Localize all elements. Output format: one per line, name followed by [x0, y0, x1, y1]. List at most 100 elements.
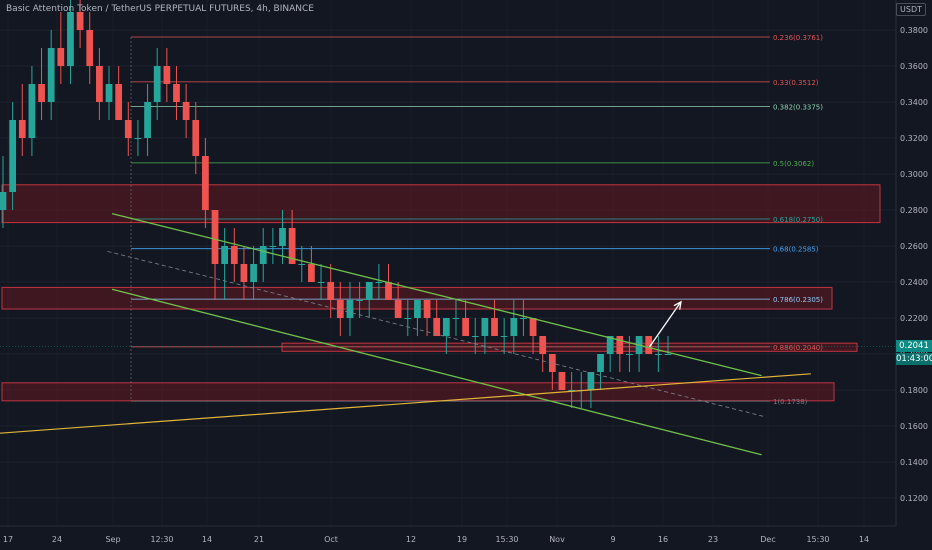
- time-tick-label: Sep: [105, 535, 120, 544]
- candle-body: [9, 120, 17, 192]
- time-tick-label: 23: [708, 535, 718, 544]
- time-axis[interactable]: 17 24 Sep 12:30 14 21 Oct 12 19 15:30 Nov 9 16 23 Dec 1…: [3, 535, 869, 544]
- candle-body: [433, 318, 441, 336]
- time-tick-label: 14: [202, 535, 212, 544]
- candle-body: [414, 300, 421, 318]
- fib-label: 0.236(0.3761): [773, 34, 823, 42]
- candle-body: [134, 138, 142, 139]
- fib-label: 0.786(0.2305): [773, 296, 823, 304]
- candle-body: [442, 318, 450, 336]
- candle-body: [654, 354, 662, 355]
- price-axis-panel: [896, 0, 932, 526]
- fib-label: 0.382(0.3375): [773, 104, 823, 112]
- candle-body: [356, 300, 363, 301]
- fib-label: 0.886(0.2040): [773, 344, 823, 352]
- time-tick-label: 17: [3, 535, 13, 544]
- candle-body: [664, 354, 672, 355]
- fib-label: 0.5(0.3062): [773, 160, 814, 168]
- candle-body: [597, 354, 604, 372]
- candle-body: [645, 336, 653, 354]
- price-tick-label: 0.2400: [900, 278, 928, 287]
- time-tick-label: 24: [52, 535, 62, 544]
- candle-body: [336, 300, 344, 318]
- candle-body: [452, 318, 460, 319]
- symbol-title: Basic Attention Token / TetherUS PERPETU…: [6, 4, 314, 14]
- candle-body: [221, 246, 229, 264]
- candle-body: [144, 102, 151, 138]
- candle-body: [423, 300, 431, 318]
- candle-body: [18, 120, 26, 138]
- time-tick-label: 19: [457, 535, 467, 544]
- price-tick-label: 0.3200: [900, 134, 928, 143]
- candle-body: [124, 120, 132, 138]
- channel-upper-line: [111, 212, 762, 377]
- candle-body: [288, 228, 296, 264]
- channel-lower-line: [111, 288, 762, 456]
- candle-body: [182, 102, 190, 120]
- candle-body: [471, 336, 479, 337]
- candle-body: [259, 246, 267, 264]
- candle-body: [626, 354, 633, 355]
- candle-body: [510, 318, 518, 336]
- price-tick-label: 0.1200: [900, 494, 928, 503]
- time-axis-panel: [0, 526, 932, 550]
- price-tick-label: 0.1600: [900, 422, 928, 431]
- resistance-zone: [281, 342, 858, 352]
- candle-body: [327, 282, 335, 300]
- channel-mid-line: [107, 250, 767, 418]
- candle-body: [520, 318, 527, 319]
- candle-body: [57, 48, 65, 66]
- candle-body: [587, 372, 595, 390]
- fib-label: 0.33(0.3512): [773, 79, 819, 87]
- candle-body: [558, 372, 566, 390]
- current-price-tag: 0.2041: [896, 340, 932, 352]
- candle-body: [568, 390, 575, 391]
- candle-body: [67, 12, 74, 66]
- time-tick-label: 15:30: [806, 535, 829, 544]
- candle-body: [202, 156, 209, 210]
- fib-label: 0.68(0.2585): [773, 246, 819, 254]
- candle-body: [462, 318, 469, 336]
- time-tick-label: 9: [610, 535, 615, 544]
- candle-body: [317, 282, 325, 283]
- time-tick-label: 12: [406, 535, 416, 544]
- price-tick-label: 0.1800: [900, 386, 928, 395]
- currency-unit-badge[interactable]: USDT: [896, 3, 926, 16]
- candle-body: [250, 264, 257, 282]
- candle-body: [230, 246, 238, 264]
- time-tick-label: Dec: [760, 535, 775, 544]
- candle-body: [211, 210, 219, 264]
- trend-lines: [0, 212, 896, 456]
- candle-body: [491, 318, 498, 336]
- projection-arrow-line: [649, 301, 682, 348]
- candle-body: [279, 228, 286, 246]
- candle-body: [0, 192, 7, 210]
- candle-body: [173, 84, 180, 102]
- candle-body: [500, 336, 508, 337]
- time-tick-label: 21: [254, 535, 264, 544]
- price-tick-label: 0.2600: [900, 242, 928, 251]
- candle-body: [404, 318, 412, 319]
- candle-body: [385, 282, 392, 300]
- candle-body: [105, 84, 113, 102]
- fib-label: 1(0.1738): [773, 398, 808, 406]
- fib-label: 0.618(0.2750): [773, 216, 823, 224]
- time-tick-label: Nov: [549, 535, 565, 544]
- time-tick-label: 15:30: [495, 535, 518, 544]
- candle-body: [269, 246, 277, 247]
- time-tick-label: 16: [658, 535, 668, 544]
- price-tick-label: 0.3600: [900, 62, 928, 71]
- price-tick-label: 0.3000: [900, 170, 928, 179]
- projection-arrow-head: [673, 300, 682, 310]
- candle-body: [38, 84, 45, 102]
- candle-body: [308, 264, 315, 282]
- candle-body: [539, 336, 547, 354]
- candle-body: [47, 48, 55, 102]
- price-tick-label: 0.2800: [900, 206, 928, 215]
- candle-body: [76, 12, 84, 30]
- candle-body: [606, 336, 614, 354]
- price-tick-label: 0.3800: [900, 26, 928, 35]
- candle-body: [298, 264, 306, 265]
- candle-body: [394, 300, 402, 318]
